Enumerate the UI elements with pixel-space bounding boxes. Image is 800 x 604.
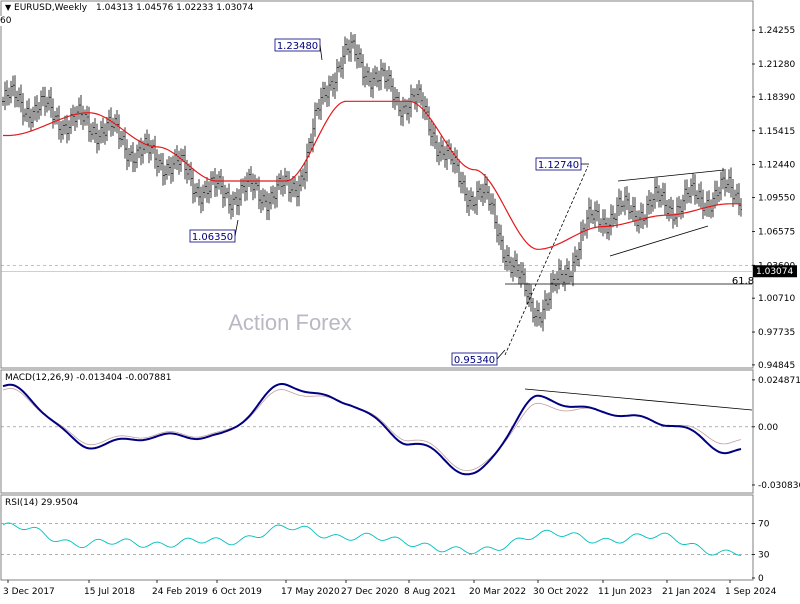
rsi-line — [2, 522, 742, 556]
price-axis-tick-label: 1.15415 — [758, 127, 795, 137]
price-axis-tick-label: 1.18390 — [758, 93, 795, 103]
price-axis-tick-label: 1.21280 — [758, 60, 795, 70]
x-axis-label: 11 Jun 2023 — [598, 587, 652, 597]
price-axis-tick-label: 1.00710 — [758, 294, 795, 304]
collapse-triangle-icon[interactable]: ▼ — [5, 3, 12, 12]
annotation-1-12740: 1.12740 — [538, 160, 579, 171]
moving-average-line — [3, 100, 741, 250]
price-axis-tick-label: 1.06575 — [758, 227, 795, 237]
macd-title: MACD(12,26,9) -0.013404 -0.007881 — [5, 373, 172, 383]
lower-trendline — [609, 225, 709, 257]
leader-123480 — [319, 44, 323, 61]
rsi-axis-tick-label: 0 — [758, 574, 764, 584]
fib-retracement-line — [504, 165, 589, 356]
x-axis-label: 6 Oct 2019 — [212, 587, 262, 597]
price-axis-tick-label: 1.09550 — [758, 194, 795, 204]
rsi-axis-tick-label: 70 — [758, 519, 770, 529]
macd-axis-tick-label: 0.00 — [758, 423, 778, 433]
symbol-label: EURUSD,Weekly — [14, 3, 88, 13]
annotation-1-23480: 1.23480 — [277, 41, 318, 52]
x-axis-label: 17 May 2020 — [281, 587, 340, 597]
annotation-0-95340: 0.95340 — [454, 355, 495, 366]
price-axis-tick-label: 0.97735 — [758, 328, 795, 338]
annotation-1-06350: 1.06350 — [192, 232, 233, 243]
price-panel[interactable] — [0, 0, 754, 369]
x-axis-label: 24 Feb 2019 — [152, 587, 208, 597]
price-axis-tick-label: 0.94845 — [758, 361, 795, 371]
annotation-61-8: 61.8 — [732, 276, 754, 287]
rsi-title: RSI(14) 29.9504 — [5, 498, 79, 508]
current-price-label: 1.03074 — [756, 267, 793, 277]
macd-axis-tick-label: 0.024871 — [758, 376, 800, 386]
leader-106350 — [234, 219, 239, 237]
x-axis-label: 8 Aug 2021 — [404, 587, 456, 597]
upper-trendline — [617, 169, 725, 182]
macd-trendline — [524, 388, 753, 411]
watermark: Action Forex — [228, 310, 352, 335]
rsi-axis-tick-label: 30 — [758, 551, 770, 561]
macd-panel[interactable] — [0, 369, 754, 494]
x-axis-label: 21 Jan 2024 — [662, 587, 716, 597]
symbol-header: ▼ EURUSD,Weekly 1.04313 1.04576 1.02233 … — [5, 3, 253, 13]
current-price-box — [753, 265, 797, 278]
x-axis-label: 15 Jul 2018 — [84, 587, 135, 597]
x-axis-label: 3 Dec 2017 — [3, 587, 55, 597]
macd-line — [2, 383, 742, 476]
x-axis-label: 20 Mar 2022 — [469, 587, 526, 597]
macd-axis-tick-label: -0.030836 — [758, 481, 800, 491]
x-axis-label: 27 Dec 2020 — [341, 587, 399, 597]
x-axis-label: 1 Sep 2024 — [725, 587, 777, 597]
x-axis-label: 30 Oct 2022 — [533, 587, 589, 597]
price-axis-tick-label: 1.24255 — [758, 26, 795, 36]
left-cut-label: 60 — [0, 16, 12, 26]
price-axis-tick-label: 1.12440 — [758, 161, 795, 171]
leader-095340 — [496, 349, 506, 360]
ohlc-values: 1.04313 1.04576 1.02233 1.03074 — [96, 3, 254, 13]
rsi-panel[interactable] — [0, 494, 754, 581]
